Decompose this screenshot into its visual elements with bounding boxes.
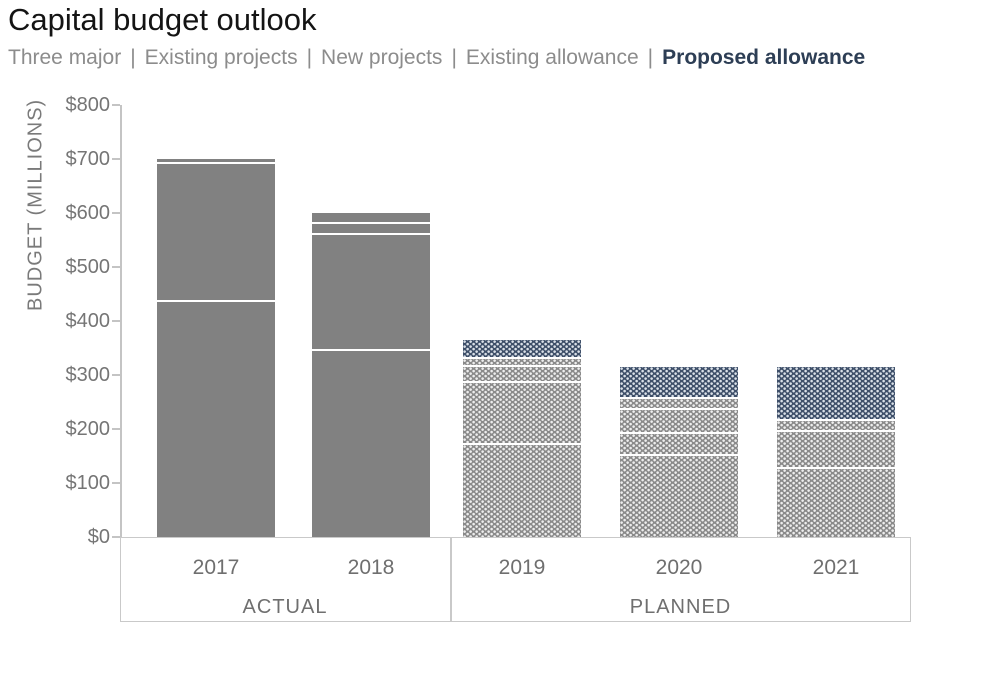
segment-proposed-allowance-2019 [463, 339, 581, 359]
x-tick-label-2017: 2017 [192, 556, 240, 579]
y-tick-label-500: $500 [65, 256, 111, 278]
y-tick-mark-500 [112, 266, 120, 268]
segment-new-projects-2018 [312, 223, 430, 235]
segment-proposed-allowance-2021 [777, 366, 895, 421]
x-axis-group-box [120, 537, 911, 622]
segment-new-projects-2019 [463, 366, 581, 384]
segment-three-major-2018 [312, 350, 430, 537]
group-label-actual: ACTUAL [242, 596, 328, 618]
legend-item-new-projects: New projects [321, 46, 443, 69]
bar-2019 [463, 339, 581, 537]
y-tick-mark-300 [112, 374, 120, 376]
segment-existing-projects-2017 [157, 164, 275, 303]
segment-existing-allowance-2021 [777, 420, 895, 432]
x-tick-label-2020: 2020 [655, 556, 703, 579]
legend-separator: | [306, 46, 313, 69]
legend-separator: | [451, 46, 457, 69]
legend-item-existing-allowance: Existing allowance [465, 46, 639, 69]
y-tick-mark-0 [112, 536, 120, 538]
bar-2017 [157, 159, 275, 537]
y-tick-mark-200 [112, 428, 120, 430]
x-tick-label-2019: 2019 [498, 556, 546, 579]
y-tick-mark-700 [112, 158, 120, 160]
y-tick-label-100: $100 [65, 472, 111, 494]
segment-existing-projects-2018 [312, 234, 430, 351]
segment-existing-allowance-2020 [620, 399, 738, 411]
y-tick-label-800: $800 [65, 94, 111, 116]
segment-existing-projects-2019 [463, 383, 581, 446]
bar-2021 [777, 366, 895, 537]
x-tick-label-2018: 2018 [347, 556, 395, 579]
group-divider-line [450, 537, 452, 622]
legend-separator: | [130, 46, 136, 69]
segment-proposed-allowance-2020 [620, 366, 738, 400]
segment-three-major-2020 [620, 455, 738, 537]
segment-existing-projects-2021 [777, 431, 895, 470]
y-tick-label-0: $0 [87, 526, 110, 548]
legend-item-existing-projects: Existing projects [144, 46, 298, 69]
legend-separator: | [647, 46, 654, 69]
chart-legend: Three major | Existing projects | New projec… [8, 46, 865, 70]
y-tick-label-200: $200 [65, 418, 111, 440]
x-tick-label-2021: 2021 [812, 556, 860, 579]
y-tick-label-600: $600 [65, 202, 111, 224]
y-tick-mark-100 [112, 482, 120, 484]
y-axis-line [120, 105, 122, 538]
segment-new-projects-2017 [157, 159, 275, 165]
y-tick-mark-400 [112, 320, 120, 322]
group-label-planned: PLANNED [629, 596, 732, 618]
y-tick-mark-800 [112, 104, 120, 106]
bar-2018 [312, 213, 430, 537]
segment-three-major-2019 [463, 445, 581, 537]
segment-new-projects-2020 [620, 410, 738, 435]
y-tick-label-700: $700 [65, 148, 111, 170]
bar-2020 [620, 366, 738, 537]
legend-item-proposed-allowance: Proposed allowance [662, 46, 866, 69]
y-tick-mark-600 [112, 212, 120, 214]
chart-title: Capital budget outlook [8, 2, 317, 37]
segment-three-major-2017 [157, 302, 275, 537]
segment-three-major-2021 [777, 469, 895, 537]
segment-existing-allowance-2018 [312, 213, 430, 224]
segment-existing-allowance-2019 [463, 358, 581, 367]
legend-item-three-major: Three major [8, 46, 122, 69]
segment-existing-projects-2020 [620, 434, 738, 456]
y-tick-label-300: $300 [65, 364, 111, 386]
y-tick-label-400: $400 [65, 310, 111, 332]
